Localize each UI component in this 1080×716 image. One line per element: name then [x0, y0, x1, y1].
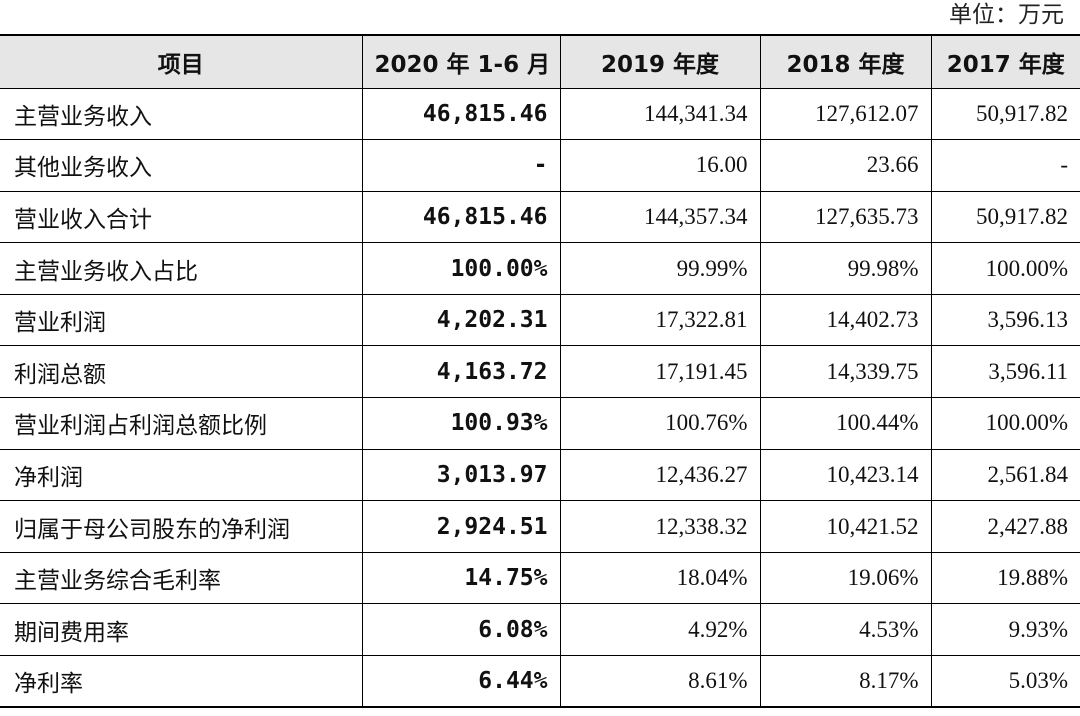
- cell-2017: 3,596.11: [930, 345, 1080, 399]
- cell-2017: 50,917.82: [930, 87, 1080, 141]
- cell-2018: 23.66: [759, 139, 932, 192]
- row-label: 净利率: [0, 655, 363, 708]
- cell-2020-h1: 46,815.46: [361, 190, 561, 244]
- cell-2017: 50,917.82: [930, 190, 1080, 244]
- row-label: 其他业务收入: [0, 139, 363, 192]
- cell-2017: 2,561.84: [930, 448, 1080, 502]
- table-row: 主营业务收入占比 100.00% 99.99% 99.98% 100.00%: [0, 242, 1080, 295]
- table-row: 净利润 3,013.97 12,436.27 10,423.14 2,561.8…: [0, 448, 1080, 502]
- cell-2020-h1: 6.08%: [361, 603, 561, 657]
- cell-2019: 4.92%: [559, 603, 761, 657]
- cell-2017: 19.88%: [930, 551, 1080, 605]
- cell-2019: 12,436.27: [559, 448, 761, 502]
- row-label: 净利润: [0, 448, 363, 502]
- cell-2019: 99.99%: [559, 242, 761, 295]
- cell-2017: 9.93%: [930, 603, 1080, 657]
- cell-2020-h1: 100.00%: [361, 242, 561, 295]
- cell-2019: 144,357.34: [559, 190, 761, 244]
- cell-2018: 127,612.07: [759, 87, 932, 141]
- cell-2018: 127,635.73: [759, 190, 932, 244]
- table-row: 主营业务收入 46,815.46 144,341.34 127,612.07 5…: [0, 87, 1080, 141]
- row-label: 营业利润: [0, 293, 363, 347]
- row-label: 营业利润占利润总额比例: [0, 397, 363, 450]
- cell-2020-h1: 6.44%: [361, 655, 561, 708]
- cell-2017: 3,596.13: [930, 293, 1080, 347]
- table-row: 主营业务综合毛利率 14.75% 18.04% 19.06% 19.88%: [0, 551, 1080, 605]
- table-row: 营业利润占利润总额比例 100.93% 100.76% 100.44% 100.…: [0, 397, 1080, 450]
- cell-2020-h1: 3,013.97: [361, 448, 561, 502]
- cell-2019: 8.61%: [559, 655, 761, 708]
- cell-2017: 100.00%: [930, 242, 1080, 295]
- cell-2018: 100.44%: [759, 397, 932, 450]
- cell-2017: 5.03%: [930, 655, 1080, 708]
- row-label: 营业收入合计: [0, 190, 363, 244]
- cell-2017: -: [930, 139, 1080, 192]
- cell-2018: 19.06%: [759, 551, 932, 605]
- unit-label: 单位：万元: [949, 2, 1064, 28]
- header-2019: 2019 年度: [559, 34, 761, 89]
- row-label: 利润总额: [0, 345, 363, 399]
- cell-2018: 4.53%: [759, 603, 932, 657]
- cell-2019: 12,338.32: [559, 500, 761, 553]
- table-row: 归属于母公司股东的净利润 2,924.51 12,338.32 10,421.5…: [0, 500, 1080, 553]
- table-row: 营业利润 4,202.31 17,322.81 14,402.73 3,596.…: [0, 293, 1080, 347]
- cell-2019: 16.00: [559, 139, 761, 192]
- table-row: 其他业务收入 - 16.00 23.66 -: [0, 139, 1080, 192]
- cell-2019: 17,322.81: [559, 293, 761, 347]
- cell-2018: 14,339.75: [759, 345, 932, 399]
- table-row: 期间费用率 6.08% 4.92% 4.53% 9.93%: [0, 603, 1080, 657]
- cell-2020-h1: 100.93%: [361, 397, 561, 450]
- header-2017: 2017 年度: [930, 34, 1080, 89]
- table-row: 净利率 6.44% 8.61% 8.17% 5.03%: [0, 655, 1080, 708]
- cell-2018: 99.98%: [759, 242, 932, 295]
- cell-2020-h1: 46,815.46: [361, 87, 561, 141]
- cell-2018: 10,421.52: [759, 500, 932, 553]
- row-label: 主营业务收入占比: [0, 242, 363, 295]
- cell-2018: 10,423.14: [759, 448, 932, 502]
- cell-2020-h1: 2,924.51: [361, 500, 561, 553]
- table-row: 利润总额 4,163.72 17,191.45 14,339.75 3,596.…: [0, 345, 1080, 399]
- row-label: 期间费用率: [0, 603, 363, 657]
- header-2018: 2018 年度: [759, 34, 932, 89]
- cell-2017: 100.00%: [930, 397, 1080, 450]
- header-2020-h1: 2020 年 1-6 月: [361, 34, 561, 89]
- header-item: 项目: [0, 34, 363, 89]
- cell-2019: 144,341.34: [559, 87, 761, 141]
- cell-2018: 8.17%: [759, 655, 932, 708]
- table-row: 营业收入合计 46,815.46 144,357.34 127,635.73 5…: [0, 190, 1080, 244]
- cell-2020-h1: -: [361, 139, 561, 192]
- row-label: 主营业务收入: [0, 87, 363, 141]
- cell-2017: 2,427.88: [930, 500, 1080, 553]
- row-label: 主营业务综合毛利率: [0, 551, 363, 605]
- cell-2019: 100.76%: [559, 397, 761, 450]
- cell-2020-h1: 14.75%: [361, 551, 561, 605]
- table-body: 主营业务收入 46,815.46 144,341.34 127,612.07 5…: [0, 87, 1080, 708]
- row-label: 归属于母公司股东的净利润: [0, 500, 363, 553]
- table-header-row: 项目 2020 年 1-6 月 2019 年度 2018 年度 2017 年度: [0, 34, 1080, 89]
- financial-summary-table: 项目 2020 年 1-6 月 2019 年度 2018 年度 2017 年度 …: [0, 34, 1080, 709]
- cell-2019: 18.04%: [559, 551, 761, 605]
- cell-2020-h1: 4,163.72: [361, 345, 561, 399]
- cell-2019: 17,191.45: [559, 345, 761, 399]
- cell-2020-h1: 4,202.31: [361, 293, 561, 347]
- cell-2018: 14,402.73: [759, 293, 932, 347]
